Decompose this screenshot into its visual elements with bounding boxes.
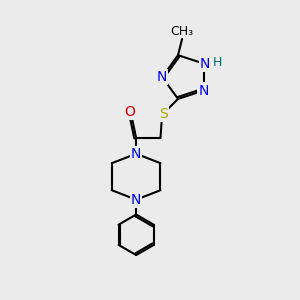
Text: N: N — [199, 83, 209, 98]
Text: CH₃: CH₃ — [170, 25, 194, 38]
Text: H: H — [213, 56, 222, 69]
Text: N: N — [157, 70, 167, 84]
Text: N: N — [131, 147, 141, 161]
Text: O: O — [124, 105, 135, 119]
Text: N: N — [200, 56, 210, 70]
Text: S: S — [159, 107, 167, 121]
Text: N: N — [131, 193, 141, 207]
